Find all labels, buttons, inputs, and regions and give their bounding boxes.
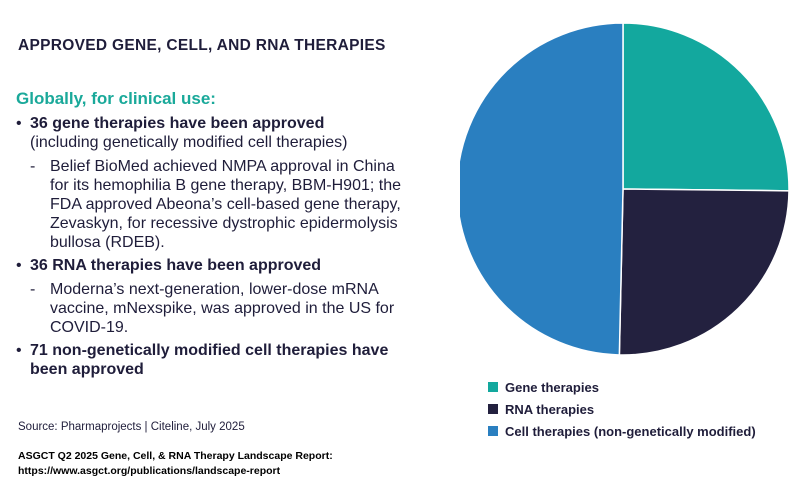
bullet-text: 36 gene therapies have been approved (in… — [30, 114, 348, 152]
sub-bullet-text: Belief BioMed achieved NMPA approval in … — [50, 158, 401, 251]
legend-swatch — [488, 426, 498, 436]
bullet-headline: 36 gene therapies have been approved — [30, 115, 325, 132]
pie-slice-gene — [622, 22, 790, 192]
bullet-headline: 71 non-genetically modified cell therapi… — [30, 342, 389, 378]
legend-label: Gene therapies — [505, 379, 599, 395]
legend-swatch — [488, 382, 498, 392]
chart-legend: Gene therapies RNA therapies Cell therap… — [488, 376, 756, 442]
pie-slice-rna — [618, 188, 790, 356]
sub-bullet-marker: - — [30, 281, 36, 298]
bullet-marker: • — [16, 115, 22, 132]
bullet-rna-therapies: • 36 RNA therapies have been approved — [16, 256, 416, 275]
legend-item-gene: Gene therapies — [488, 376, 756, 398]
bullet-list: • 36 gene therapies have been approved (… — [16, 112, 416, 379]
bullet-cell-therapies: • 71 non-genetically modified cell thera… — [16, 341, 416, 379]
pie-slice-cell — [460, 22, 624, 356]
sub-bullet-marker: - — [30, 158, 36, 175]
sub-bullet-gene-therapies: - Belief BioMed achieved NMPA approval i… — [30, 157, 416, 252]
bullet-marker: • — [16, 342, 22, 359]
sub-bullet-text: Moderna’s next-generation, lower-dose mR… — [50, 281, 395, 336]
legend-swatch — [488, 404, 498, 414]
page-title: APPROVED GENE, CELL, AND RNA THERAPIES — [18, 37, 386, 54]
bullet-text: 71 non-genetically modified cell therapi… — [30, 341, 416, 379]
bullet-gene-therapies: • 36 gene therapies have been approved (… — [16, 114, 416, 152]
sub-bullet-rna-therapies: - Moderna’s next-generation, lower-dose … — [30, 280, 416, 337]
bullet-text: 36 RNA therapies have been approved — [30, 256, 321, 275]
bullet-marker: • — [16, 257, 22, 274]
legend-item-cell: Cell therapies (non-genetically modified… — [488, 420, 756, 442]
bullet-headline: 36 RNA therapies have been approved — [30, 257, 322, 274]
pie-chart — [460, 22, 790, 356]
legend-label: Cell therapies (non-genetically modified… — [505, 423, 756, 439]
source-note: Source: Pharmaprojects | Citeline, July … — [18, 421, 245, 433]
footer-url[interactable]: https://www.asgct.org/publications/lands… — [18, 465, 281, 477]
report-footer: ASGCT Q2 2025 Gene, Cell, & RNA Therapy … — [18, 449, 333, 479]
footer-title: ASGCT Q2 2025 Gene, Cell, & RNA Therapy … — [18, 450, 333, 462]
legend-label: RNA therapies — [505, 401, 595, 417]
intro-heading: Globally, for clinical use: — [16, 89, 216, 108]
bullet-note: (including genetically modified cell the… — [30, 134, 348, 151]
legend-item-rna: RNA therapies — [488, 398, 756, 420]
